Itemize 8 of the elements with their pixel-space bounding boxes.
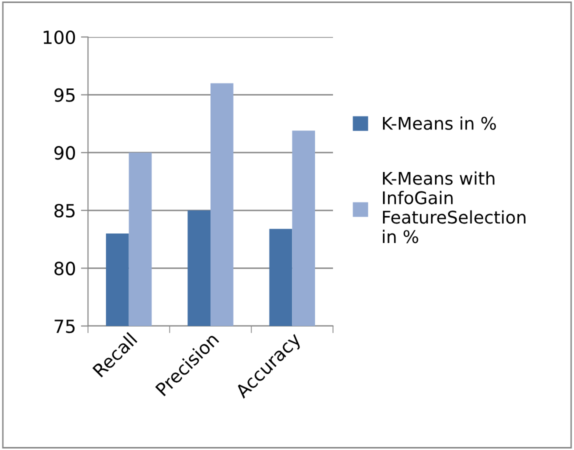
y-tick-label: 90 bbox=[54, 146, 75, 160]
y-tick-label: 80 bbox=[54, 262, 75, 276]
legend-label: K-Means with InfoGain FeatureSelection in % bbox=[382, 171, 526, 244]
legend-label: K-Means in % bbox=[383, 116, 496, 130]
y-tick-label: 85 bbox=[54, 204, 75, 218]
y-tick-label: 95 bbox=[54, 88, 75, 102]
y-tick-label: 75 bbox=[54, 320, 75, 334]
y-tick-label: 100 bbox=[44, 30, 75, 44]
